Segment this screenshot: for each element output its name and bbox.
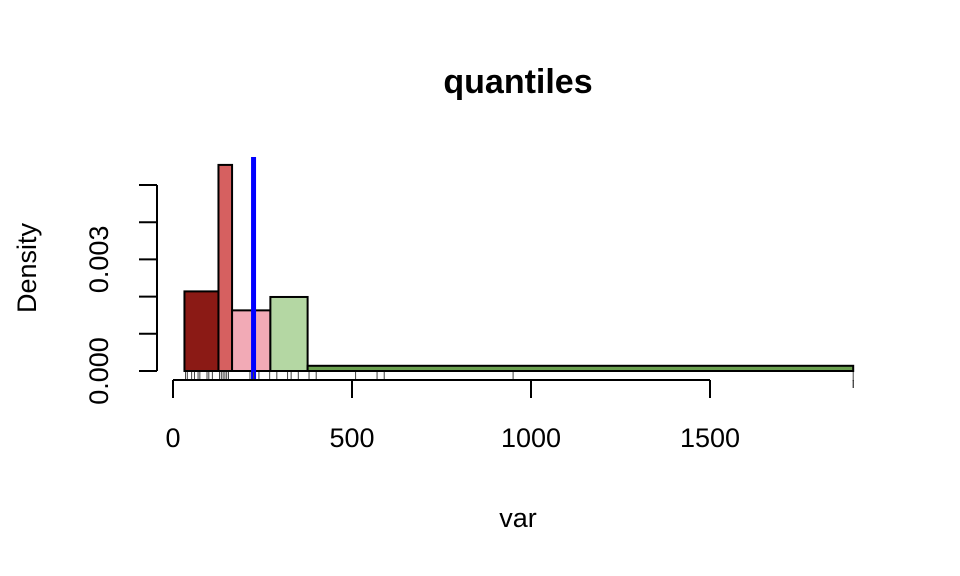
x-tick-label: 1000 (501, 423, 561, 453)
y-axis-label: Density (12, 222, 42, 313)
x-tick-label: 1500 (680, 423, 740, 453)
y-tick-label: 0.000 (84, 337, 114, 405)
x-tick-label: 500 (329, 423, 374, 453)
x-tick-label: 0 (165, 423, 180, 453)
x-axis-label: var (499, 503, 537, 533)
histogram-bar-5 (306, 364, 855, 372)
histogram-bar-2 (217, 163, 234, 372)
histogram-bar-4 (269, 295, 309, 372)
y-axis: 0.000 0.003 (84, 184, 158, 405)
chart-title: quantiles (443, 63, 592, 101)
y-tick-label: 0.003 (84, 226, 114, 294)
histogram-bar-1 (183, 290, 220, 372)
x-axis: 0 500 1000 1500 (165, 379, 854, 453)
histogram-bars (183, 163, 855, 373)
